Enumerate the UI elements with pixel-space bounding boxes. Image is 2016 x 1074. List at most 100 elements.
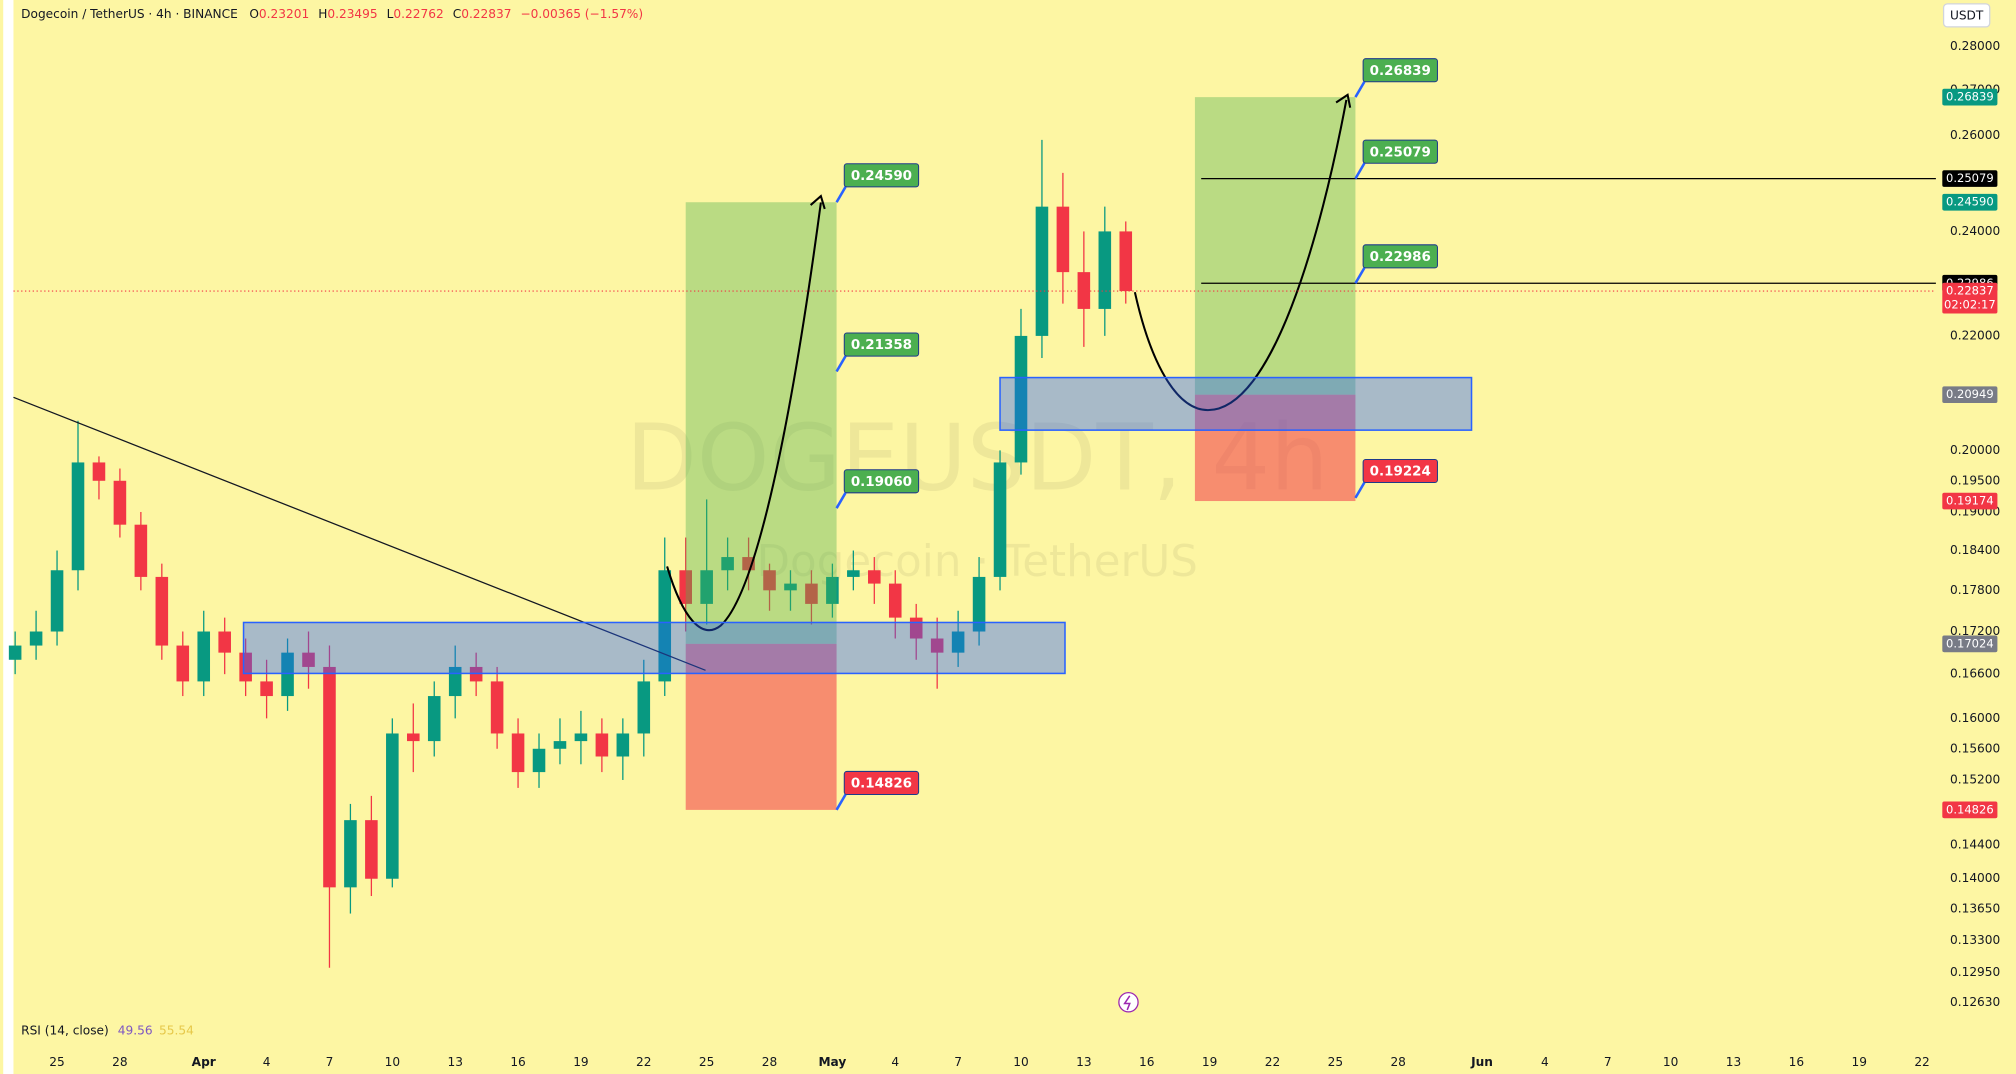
x-tick-label: 13 xyxy=(1076,1055,1091,1069)
candle-body xyxy=(1056,206,1070,273)
candle-body xyxy=(176,645,190,682)
field-key: L xyxy=(387,7,394,21)
x-tick-label: Jun xyxy=(1470,1055,1493,1069)
price-tag-label: 0.26839 xyxy=(1946,90,1994,104)
field-value: 0.23201 xyxy=(259,7,309,21)
indicator: RSI (14, close) 49.56 55.54 xyxy=(21,1023,194,1037)
indicator-value: 49.56 xyxy=(118,1023,153,1037)
x-tick-label: 7 xyxy=(1604,1055,1612,1069)
price-label: 0.21358 xyxy=(851,338,912,353)
x-tick-label: 4 xyxy=(263,1055,271,1069)
profit-zone xyxy=(1194,97,1356,395)
candle-body xyxy=(700,570,713,604)
candle-body xyxy=(993,462,1007,577)
price-label: 0.25079 xyxy=(1370,145,1431,160)
candle-body xyxy=(721,557,734,571)
price-tag-label: 0.19174 xyxy=(1946,494,1994,508)
indicator-value: 55.54 xyxy=(159,1023,194,1037)
field-value: 0.22837 xyxy=(461,7,511,21)
candle-body xyxy=(951,631,965,653)
y-tick-label: 0.24000 xyxy=(1950,224,2000,238)
trend-line xyxy=(13,396,706,671)
symbol: Dogecoin / TetherUS · 4h · BINANCE xyxy=(21,7,238,21)
x-tick-label: 22 xyxy=(636,1055,651,1069)
label-pointer xyxy=(835,492,847,509)
candle-body xyxy=(1035,206,1049,336)
price-tag xyxy=(1942,170,1998,187)
price-tag xyxy=(1942,193,1998,211)
label-pointer xyxy=(1354,267,1366,284)
candle-body xyxy=(490,681,504,734)
price-tag-label: 0.24590 xyxy=(1946,195,1994,209)
candle-body xyxy=(8,645,22,660)
x-tick-label: 19 xyxy=(573,1055,588,1069)
candle-body xyxy=(972,576,986,632)
currency-label[interactable]: USDT xyxy=(1950,9,1984,23)
projection-arrow xyxy=(666,202,822,632)
currency-button[interactable] xyxy=(1942,3,1991,28)
x-tick-label: 13 xyxy=(1726,1055,1741,1069)
loss-zone xyxy=(1194,394,1356,502)
candle-body xyxy=(71,462,85,571)
candle-body xyxy=(239,652,252,682)
loss-zone xyxy=(685,643,837,810)
candle-body xyxy=(847,570,860,577)
x-tick-label: 16 xyxy=(1789,1055,1804,1069)
label-box xyxy=(1362,244,1438,269)
price-label: 0.14826 xyxy=(851,777,912,792)
demand-zone xyxy=(999,376,1473,431)
label-box xyxy=(843,332,920,357)
candle-body xyxy=(113,480,127,525)
x-tick-label: 10 xyxy=(1663,1055,1678,1069)
candle-body xyxy=(50,570,64,632)
candle-body xyxy=(930,638,944,653)
price-label: 0.19224 xyxy=(1370,465,1431,480)
candle-body xyxy=(784,583,797,591)
y-tick-label: 0.19500 xyxy=(1950,473,2000,487)
candle-body xyxy=(805,583,818,604)
y-tick-label: 0.22000 xyxy=(1950,328,2000,342)
y-tick-label: 0.15200 xyxy=(1950,772,2000,786)
candle-body xyxy=(595,733,609,757)
y-tick-label: 0.15600 xyxy=(1950,741,2000,755)
price-tag xyxy=(1942,386,1998,404)
x-tick-label: 25 xyxy=(699,1055,714,1069)
label-box xyxy=(1362,58,1438,83)
price-tag-label: 0.25079 xyxy=(1946,171,1994,185)
candle-body xyxy=(218,631,231,653)
x-tick-label: 4 xyxy=(1541,1055,1549,1069)
y-tick-label: 0.26000 xyxy=(1950,128,2000,142)
x-tick-label: 16 xyxy=(510,1055,525,1069)
field-key: H xyxy=(318,7,327,21)
price-label: 0.24590 xyxy=(851,169,912,184)
x-tick-label: 19 xyxy=(1202,1055,1217,1069)
x-tick-label: 28 xyxy=(762,1055,777,1069)
y-tick-label: 0.18400 xyxy=(1950,543,2000,557)
y-tick-label: 0.13650 xyxy=(1950,902,2000,916)
y-tick-label: 0.12630 xyxy=(1950,995,2000,1009)
overlay: 0.24590 0.21358 0.19060 0.14826 0.26839 0.250… xyxy=(13,58,1936,811)
arrow-head xyxy=(1335,93,1352,108)
label-pointer xyxy=(1354,162,1366,180)
x-tick-label: 19 xyxy=(1851,1055,1866,1069)
candle-body xyxy=(637,681,651,734)
label-box xyxy=(1362,139,1438,164)
indicator-name: RSI (14, close) xyxy=(21,1023,109,1037)
event-icon[interactable] xyxy=(1118,991,1139,1013)
label-box xyxy=(1362,458,1438,484)
left-edge xyxy=(3,0,14,1074)
x-tick-label: 4 xyxy=(891,1055,899,1069)
candle-body xyxy=(134,524,148,577)
y-tick-label: 0.14000 xyxy=(1950,871,2000,885)
x-tick-label: Apr xyxy=(192,1055,216,1069)
candle-body xyxy=(1119,231,1133,292)
candle-body xyxy=(323,666,336,888)
y-tick-label: 0.16000 xyxy=(1950,711,2000,725)
candle-body xyxy=(826,576,839,604)
candle-body xyxy=(92,462,106,481)
price-label: 0.19060 xyxy=(851,475,912,490)
arrow-head xyxy=(809,194,826,210)
field-key: C xyxy=(453,7,462,21)
candle-body xyxy=(1077,272,1091,309)
